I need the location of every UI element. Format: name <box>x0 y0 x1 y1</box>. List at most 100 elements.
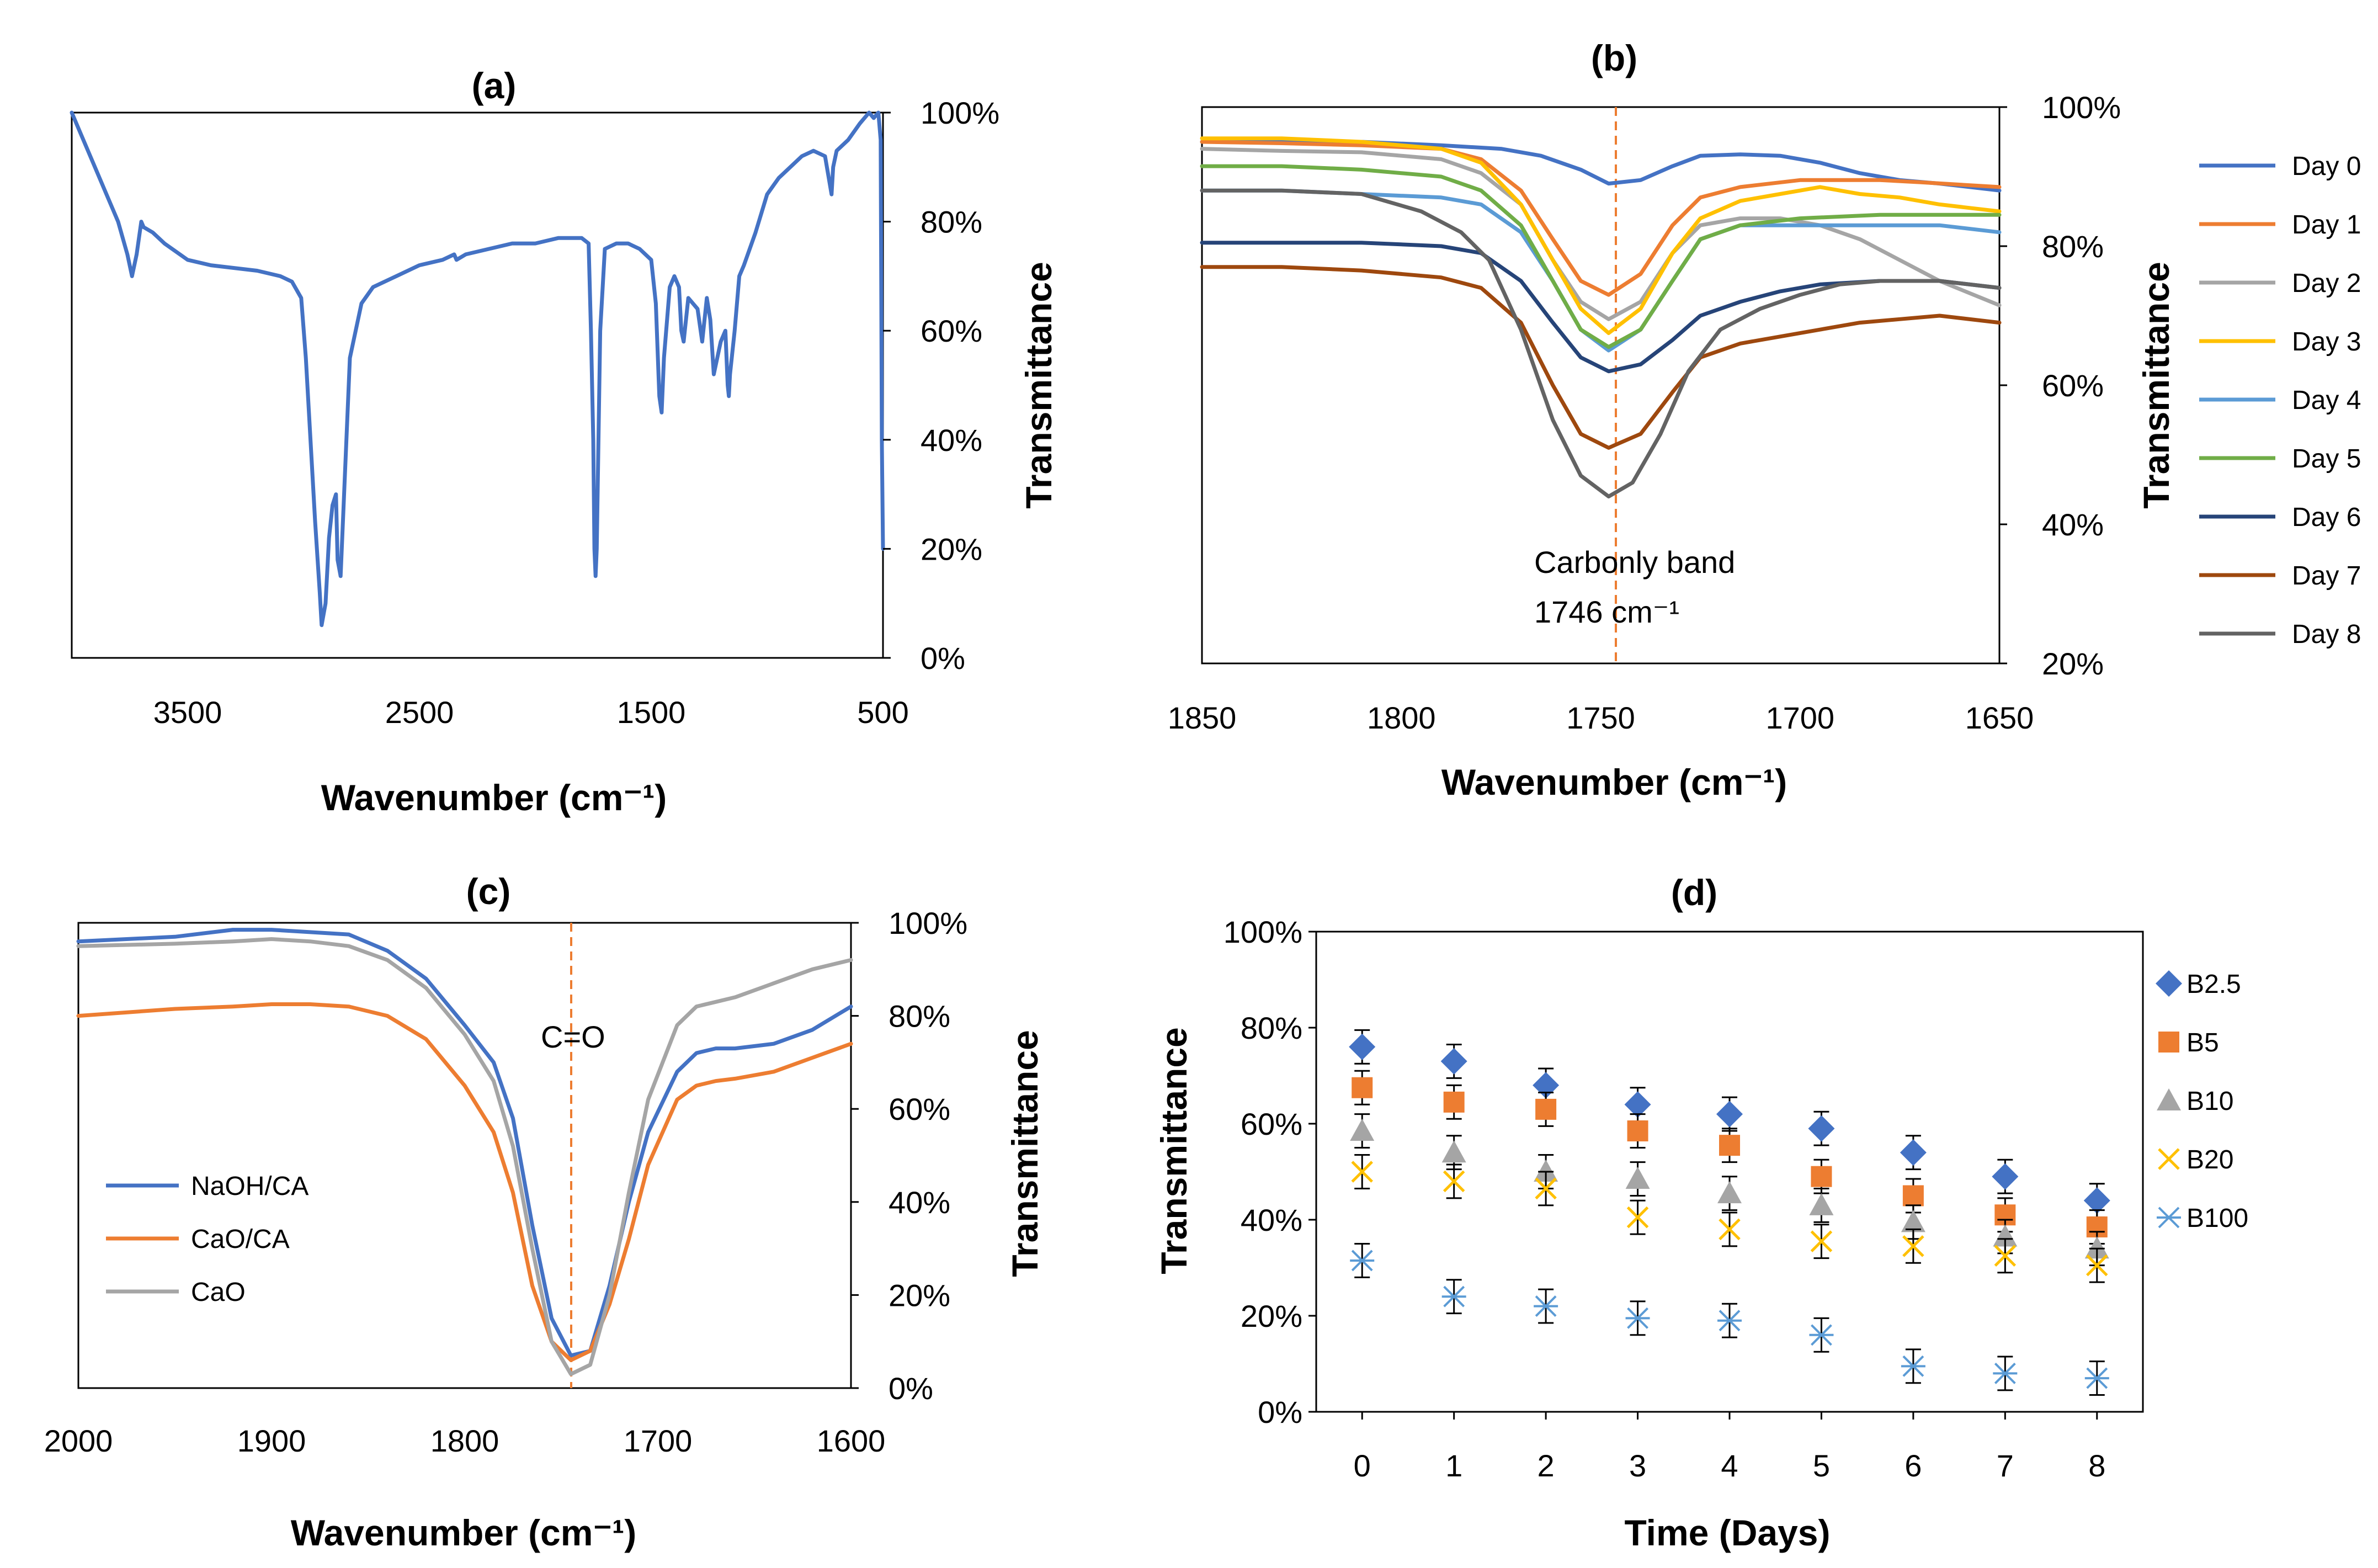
panel-c-plot-frame <box>77 922 852 1389</box>
panel-d-point-b10 <box>1441 1140 1466 1163</box>
panel-c-x-tick-label: 1600 <box>817 1423 886 1458</box>
panel-c-x-tick-label: 1800 <box>430 1423 499 1458</box>
panel-a-x-tick-label: 1500 <box>617 695 686 730</box>
panel-c-title: (c) <box>466 871 511 912</box>
panel-b-legend-label: Day 6 <box>2292 503 2361 532</box>
panel-c-legend-item-cao-ca: CaO/CA <box>106 1225 290 1254</box>
panel-d-series-b5 <box>1352 1070 2108 1245</box>
panel-a-series <box>70 110 885 628</box>
panel-b-legend-label: Day 1 <box>2292 210 2361 240</box>
panel-d-series-b20 <box>1351 1154 2108 1283</box>
panel-d-point-b20 <box>1626 1206 1649 1229</box>
panel-d-legend: B2.5 B5 B10 B20 B100 <box>2156 970 2248 1233</box>
panel-a-x-tick-label: 500 <box>857 695 908 730</box>
panel-b-legend-item-day-3: Day 3 <box>2199 327 2361 357</box>
panel-d-point-b2-5 <box>1349 1033 1376 1060</box>
panel-b-legend-item-day-4: Day 4 <box>2199 386 2361 415</box>
panel-b-x-tick-label: 1850 <box>1168 700 1237 735</box>
panel-b-x-axis: 1850 1800 1750 1700 1650 <box>1168 700 2034 735</box>
panel-b-y-axis: 20% 40% 60% 80% 100% <box>1999 90 2121 681</box>
panel-d-point-b2-5 <box>1440 1048 1467 1075</box>
panel-b-legend-label: Day 4 <box>2292 386 2361 415</box>
panel-d-point-b10 <box>1350 1119 1375 1141</box>
panel-d-point-b10 <box>1534 1160 1558 1182</box>
panel-c-y-axis: 0% 20% 40% 60% 80% 100% <box>851 906 967 1406</box>
panel-c-x-tick-label: 1900 <box>237 1423 306 1458</box>
panel-b-legend-item-day-0: Day 0 <box>2199 152 2361 181</box>
panel-d-point-b20 <box>1810 1230 1833 1252</box>
panel-b-annotation-line2: 1746 cm⁻¹ <box>1534 594 1679 629</box>
panel-b-legend-label: Day 8 <box>2292 620 2361 649</box>
panel-b-series-day-7 <box>1200 265 2002 450</box>
panel-b-y-tick-label: 40% <box>2042 507 2104 542</box>
panel-b-legend-item-day-8: Day 8 <box>2199 620 2361 649</box>
panel-d-point-b5 <box>1719 1135 1740 1156</box>
panel-c-y-tick-label: 40% <box>889 1185 950 1220</box>
panel-d-point-b100 <box>1625 1307 1650 1329</box>
panel-c-annotation: C=O <box>541 1019 605 1054</box>
panel-d-point-b20 <box>1535 1177 1557 1200</box>
panel-d-x-tick-label: 2 <box>1538 1448 1555 1483</box>
panel-c-y-tick-label: 80% <box>889 999 950 1034</box>
panel-d-series-b100 <box>1350 1243 2109 1396</box>
panel-d-y-tick-label: 0% <box>1258 1395 1302 1429</box>
panel-d-point-b10 <box>1809 1193 1834 1215</box>
panel-d-point-b100 <box>1717 1310 1742 1332</box>
panel-c-series-cao <box>76 937 853 1376</box>
panel-d-legend-item-b2-5: B2.5 <box>2156 970 2241 999</box>
panel-b-legend-label: Day 7 <box>2292 561 2361 591</box>
panel-d-x-tick-label: 5 <box>1813 1448 1830 1483</box>
panel-d-point-b10 <box>1993 1224 2018 1247</box>
panel-d-point-b10 <box>1901 1210 1925 1232</box>
panel-c-series-naoh-ca <box>76 928 853 1358</box>
panel-b-x-tick-label: 1800 <box>1367 700 1436 735</box>
panel-d-point-b20 <box>1902 1235 1924 1257</box>
panel-d-point-b10 <box>2084 1236 2109 1259</box>
panel-b-y-tick-label: 80% <box>2042 229 2104 264</box>
panel-d-legend-label: B10 <box>2187 1087 2233 1116</box>
panel-b-y-tick-label: 60% <box>2042 368 2104 403</box>
panel-d-legend-marker <box>2157 1206 2181 1229</box>
panel-d-y-axis-title: Transmittance <box>1153 1027 1194 1274</box>
panel-a-x-axis: 3500 2500 1500 500 <box>153 695 909 730</box>
panel-b-annotation-line1: Carbonly band <box>1534 545 1735 580</box>
panel-b-series-day-3 <box>1200 136 2002 335</box>
panel-b-x-tick-label: 1700 <box>1765 700 1834 735</box>
panel-a-y-tick-label: 80% <box>921 205 982 240</box>
panel-b-series-day-4 <box>1200 188 2002 353</box>
panel-d-point-b20 <box>1994 1245 2017 1267</box>
panel-a-y-tick-label: 0% <box>921 641 965 676</box>
panel-d-legend-marker <box>2158 1148 2180 1170</box>
panel-d-point-b2-5 <box>2083 1187 2110 1214</box>
panel-a-y-tick-label: 60% <box>921 313 982 348</box>
panel-d-point-b2-5 <box>1992 1163 2019 1190</box>
panel-c-y-tick-label: 20% <box>889 1278 950 1312</box>
panel-d-point-b20 <box>1443 1170 1465 1193</box>
panel-a-x-tick-label: 2500 <box>385 695 454 730</box>
panel-d-point-b5 <box>1627 1120 1648 1142</box>
panel-d-y-tick-label: 80% <box>1241 1011 1302 1045</box>
panel-b-legend-item-day-6: Day 6 <box>2199 503 2361 532</box>
panel-d-point-b20 <box>1719 1218 1741 1241</box>
panel-b-series-day-8 <box>1200 188 2002 499</box>
panel-d-point-b20 <box>1351 1161 1373 1183</box>
panel-b-series-day-6 <box>1200 241 2002 374</box>
panel-d-y-tick-label: 60% <box>1241 1107 1302 1141</box>
panel-c-y-tick-label: 60% <box>889 1092 950 1126</box>
panel-b-y-tick-label: 100% <box>2042 90 2121 125</box>
panel-d-point-b2-5 <box>1900 1139 1927 1166</box>
panel-c-legend-label: NaOH/CA <box>191 1172 308 1201</box>
panel-a-y-tick-label: 100% <box>921 95 999 130</box>
panel-d-point-b2-5 <box>1808 1115 1835 1142</box>
panel-b-x-tick-label: 1750 <box>1566 700 1635 735</box>
panel-d-point-b100 <box>1534 1295 1558 1317</box>
panel-c-legend-item-cao: CaO <box>106 1278 246 1307</box>
panel-d-x-axis-title: Time (Days) <box>1625 1512 1831 1553</box>
panel-d-series <box>1349 1029 2110 1396</box>
panel-a-y-tick-label: 20% <box>921 531 982 566</box>
panel-d-x-tick-label: 8 <box>2088 1448 2105 1483</box>
panel-d-x-tick-label: 4 <box>1721 1448 1738 1483</box>
panel-d-legend-marker <box>2157 1088 2181 1110</box>
